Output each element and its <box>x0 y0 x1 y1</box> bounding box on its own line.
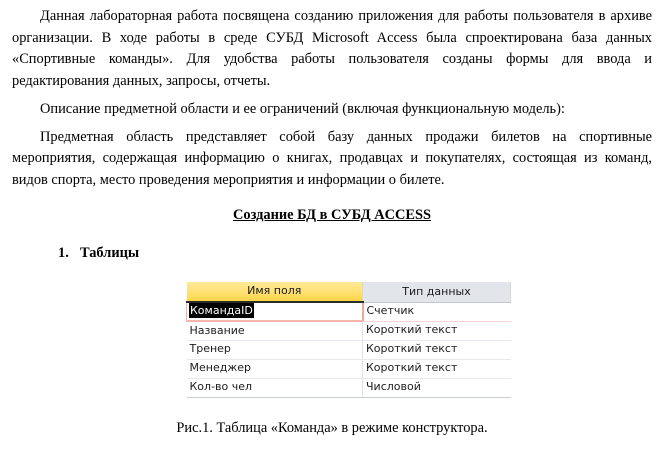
column-header-field-name[interactable]: Имя поля <box>186 282 363 303</box>
list-item: 1. Таблицы <box>12 243 652 263</box>
cell-field-name[interactable]: Название <box>186 321 363 341</box>
table-row[interactable]: Название Короткий текст <box>186 321 511 341</box>
cell-data-type[interactable]: Короткий текст <box>362 359 511 379</box>
paragraph-domain-description-intro: Описание предметной области и ее огранич… <box>40 101 565 117</box>
table-row[interactable]: Менеджер Короткий текст <box>186 359 511 379</box>
cell-data-type[interactable]: Счетчик <box>361 301 511 322</box>
cell-field-name[interactable]: Менеджер <box>186 359 363 379</box>
table-row[interactable]: Тренер Короткий текст <box>186 340 511 360</box>
figure-caption: Рис.1. Таблица «Команда» в режиме констр… <box>176 419 488 436</box>
cell-data-type[interactable]: Короткий текст <box>362 340 511 360</box>
list-item-marker: 1. <box>58 245 69 261</box>
list-item-label: Таблицы <box>80 245 140 261</box>
table-row[interactable]: КомандаID Счетчик <box>186 301 511 322</box>
table-header: Имя поля Тип данных <box>186 282 511 303</box>
table-row[interactable]: Кол-во чел Числовой <box>186 378 511 398</box>
table-header-row: Имя поля Тип данных <box>186 282 511 303</box>
cell-field-name[interactable]: КомандаID <box>186 301 363 322</box>
table-body: КомандаID Счетчик Название Короткий текс… <box>186 301 511 398</box>
section-heading: Создание БД в СУБД ACCESS <box>233 207 431 223</box>
numbered-list: 1. Таблицы <box>12 243 652 263</box>
access-design-view-figure: Имя поля Тип данных КомандаID Счетчик На… <box>12 282 652 398</box>
field-definition-table: Имя поля Тип данных КомандаID Счетчик На… <box>186 282 511 398</box>
cell-data-type[interactable]: Короткий текст <box>362 321 511 341</box>
paragraph-intro: Данная лабораторная работа посвящена соз… <box>12 8 652 89</box>
cell-field-name[interactable]: Кол-во чел <box>186 378 363 398</box>
cell-data-type[interactable]: Числовой <box>362 378 511 398</box>
selected-field-name-text[interactable]: КомандаID <box>189 303 254 319</box>
paragraph-domain-description: Предметная область представляет собой ба… <box>12 128 652 188</box>
cell-field-name[interactable]: Тренер <box>186 340 363 360</box>
column-header-data-type[interactable]: Тип данных <box>362 282 511 303</box>
